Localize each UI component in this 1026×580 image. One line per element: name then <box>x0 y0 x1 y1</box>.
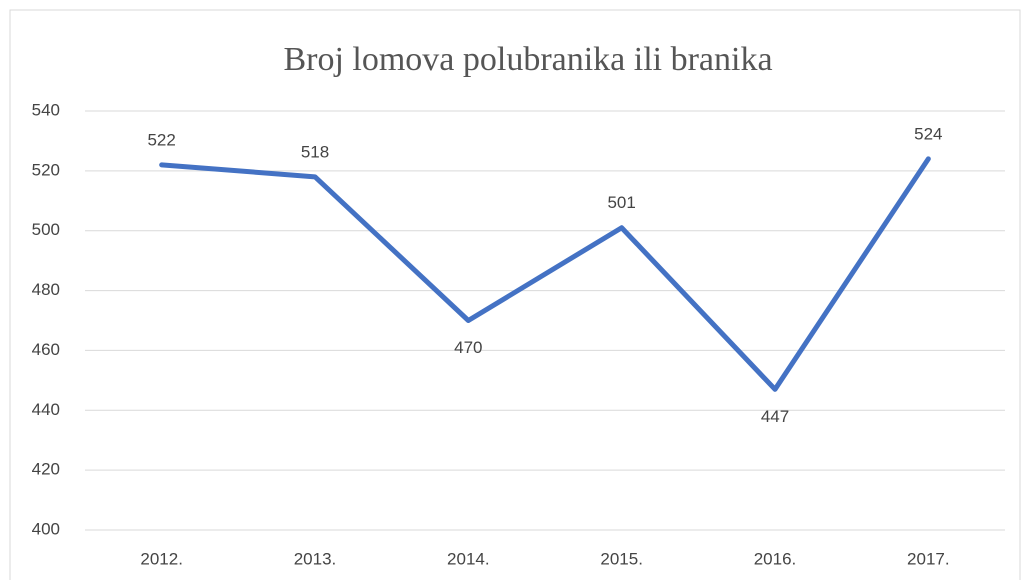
data-label: 470 <box>454 338 482 357</box>
data-label: 447 <box>761 407 789 426</box>
y-tick-label: 420 <box>32 460 60 479</box>
y-tick-label: 480 <box>32 280 60 299</box>
line-series <box>159 156 931 392</box>
x-tick-label: 2015. <box>600 549 643 568</box>
x-tick-label: 2016. <box>754 549 797 568</box>
x-tick-label: 2013. <box>294 549 337 568</box>
data-label: 501 <box>607 193 635 212</box>
y-tick-label: 460 <box>32 340 60 359</box>
chart-title: Broj lomova polubranika ili branika <box>283 41 772 78</box>
x-tick-label: 2014. <box>447 549 490 568</box>
y-tick-label: 440 <box>32 400 60 419</box>
x-tick-label: 2017. <box>907 549 950 568</box>
data-label: 522 <box>147 130 175 149</box>
data-label: 524 <box>914 124 942 143</box>
y-tick-label: 540 <box>32 100 60 119</box>
y-tick-label: 520 <box>32 160 60 179</box>
data-label: 518 <box>301 142 329 161</box>
y-tick-label: 400 <box>32 519 60 538</box>
y-tick-label: 500 <box>32 220 60 239</box>
x-tick-label: 2012. <box>140 549 183 568</box>
